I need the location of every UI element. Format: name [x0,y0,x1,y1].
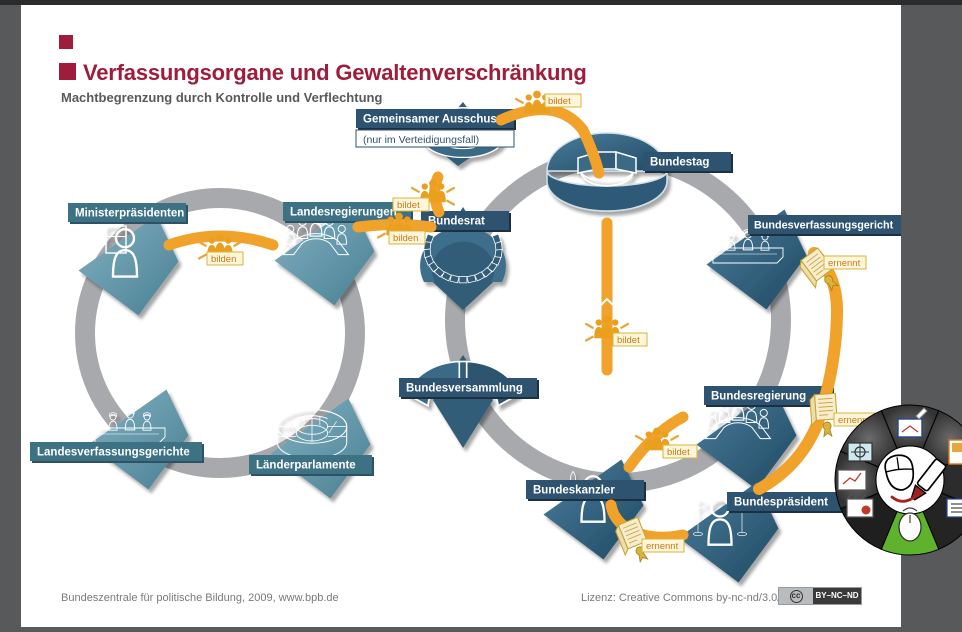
svg-text:Bundesrat: Bundesrat [428,216,485,228]
svg-text:bildet: bildet [397,200,420,211]
svg-text:Länderparlamente: Länderparlamente [256,460,356,472]
svg-text:Bundesregierung: Bundesregierung [711,391,806,403]
svg-text:Bundespräsident: Bundespräsident [734,497,828,509]
svg-text:Ministerpräsidenten: Ministerpräsidenten [75,208,184,220]
svg-text:Gemeinsamer Ausschuss: Gemeinsamer Ausschuss [363,114,503,126]
svg-text:ernennt: ernennt [646,541,679,552]
svg-text:Bundesverfassungsgericht: Bundesverfassungsgericht [754,220,894,232]
svg-text:bilden: bilden [393,233,418,244]
svg-text:Landesregierungen: Landesregierungen [290,207,397,219]
svg-text:(nur im Verteidigungsfall): (nur im Verteidigungsfall) [363,134,479,146]
svg-text:bildet: bildet [548,96,571,107]
svg-text:bildet: bildet [617,335,640,346]
svg-text:bilden: bilden [211,254,236,265]
svg-text:bildet: bildet [667,447,690,458]
svg-text:ernennt: ernennt [828,258,861,269]
svg-text:Bundestag: Bundestag [650,157,709,169]
svg-text:Bundeskanzler: Bundeskanzler [533,485,615,497]
svg-text:Bundesversammlung: Bundesversammlung [406,383,523,395]
svg-text:Landesverfassungsgerichte: Landesverfassungsgerichte [37,447,190,459]
